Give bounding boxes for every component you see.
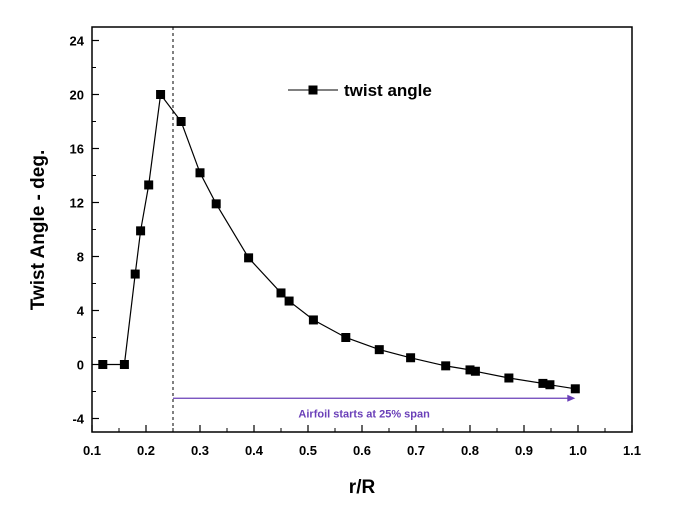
data-point-marker bbox=[136, 226, 146, 236]
y-tick-label: 4 bbox=[77, 304, 85, 319]
x-tick-label: 0.9 bbox=[515, 443, 533, 458]
y-tick-label: 16 bbox=[70, 142, 84, 157]
data-point-marker bbox=[441, 361, 451, 371]
data-point-marker bbox=[98, 360, 108, 369]
legend-label: twist angle bbox=[344, 81, 432, 100]
data-point-marker bbox=[538, 378, 548, 388]
y-tick-label: 12 bbox=[70, 196, 84, 211]
y-tick-label: -4 bbox=[72, 412, 84, 427]
data-point-marker bbox=[465, 365, 475, 375]
data-point-marker bbox=[284, 296, 294, 306]
data-point-marker bbox=[341, 333, 351, 342]
series-line-twist-angle bbox=[102, 92, 576, 390]
data-point-marker bbox=[211, 199, 221, 209]
annotation-group: Airfoil starts at 25% span bbox=[172, 27, 576, 432]
x-tick-label: 0.1 bbox=[83, 443, 101, 458]
y-axis-ticks: -4 0 4 8 12 16 20 24 bbox=[70, 34, 99, 427]
x-tick-label: 1.0 bbox=[569, 443, 587, 458]
data-point-marker bbox=[504, 373, 514, 383]
y-tick-label: 8 bbox=[77, 250, 84, 265]
data-point-marker bbox=[276, 288, 286, 298]
data-point-marker bbox=[374, 345, 384, 355]
x-tick-label: 1.1 bbox=[623, 443, 641, 458]
data-point-marker bbox=[119, 360, 129, 369]
x-tick-label: 0.3 bbox=[191, 443, 209, 458]
legend-marker bbox=[308, 85, 318, 95]
y-tick-label: 0 bbox=[77, 358, 84, 373]
legend: twist angle bbox=[288, 81, 432, 100]
data-point-marker bbox=[470, 366, 480, 376]
x-tick-label: 0.4 bbox=[245, 443, 264, 458]
arrow-head-icon bbox=[567, 394, 576, 402]
data-point-marker bbox=[406, 353, 416, 363]
x-tick-label: 0.2 bbox=[137, 443, 155, 458]
x-tick-label: 0.5 bbox=[299, 443, 317, 458]
y-axis-title: Twist Angle - deg. bbox=[28, 150, 49, 310]
x-axis-ticks: 0.1 0.2 0.3 0.4 0.5 0.6 0.7 0.8 0.9 1.0 1.1 bbox=[83, 425, 641, 458]
airfoil-annotation-label: Airfoil starts at 25% span bbox=[298, 408, 430, 420]
x-tick-label: 0.8 bbox=[461, 443, 479, 458]
data-point-marker bbox=[195, 168, 205, 178]
plot-content bbox=[98, 90, 580, 394]
x-axis-title: r/R bbox=[349, 477, 376, 498]
data-point-marker bbox=[545, 380, 555, 390]
data-point-marker bbox=[176, 117, 186, 126]
y-tick-label: 24 bbox=[70, 34, 85, 49]
data-point-marker bbox=[570, 384, 580, 394]
data-point-marker bbox=[130, 269, 140, 279]
data-point-marker bbox=[156, 90, 166, 99]
data-point-marker bbox=[144, 180, 154, 190]
y-tick-label: 20 bbox=[70, 88, 84, 103]
data-point-marker bbox=[244, 253, 254, 263]
data-point-marker bbox=[308, 315, 318, 325]
x-tick-label: 0.7 bbox=[407, 443, 425, 458]
x-tick-label: 0.6 bbox=[353, 443, 371, 458]
